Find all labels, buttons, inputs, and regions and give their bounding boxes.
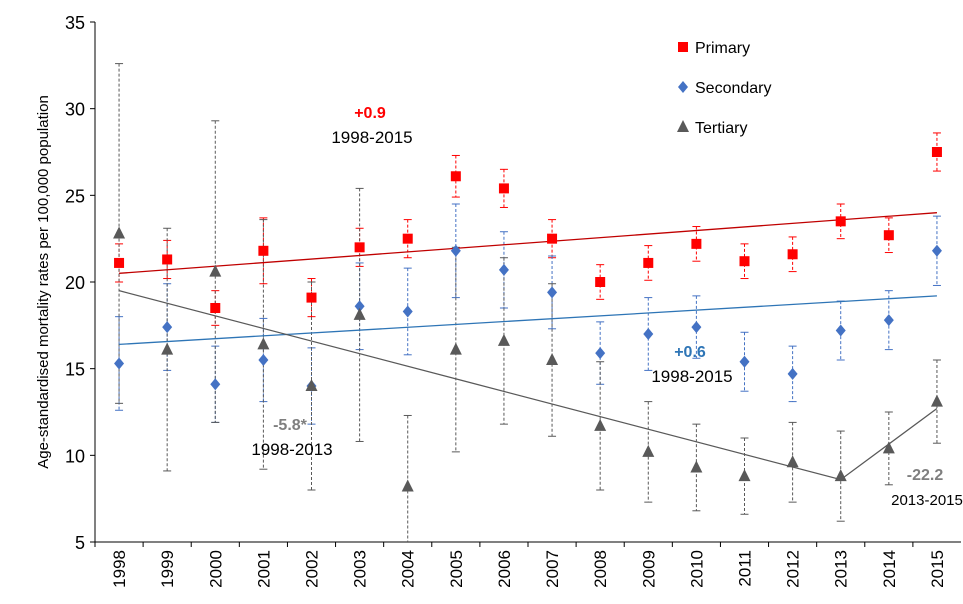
x-tick-label: 2011	[736, 550, 755, 587]
point	[305, 379, 318, 391]
point	[738, 469, 751, 482]
point	[258, 245, 269, 256]
annotation-period: 1998-2015	[331, 128, 412, 147]
point	[402, 305, 413, 318]
point	[162, 254, 173, 265]
point	[595, 347, 606, 360]
x-tick-label: 2013	[832, 550, 851, 588]
point	[882, 441, 895, 454]
point	[161, 342, 174, 355]
x-tick-label: 2009	[639, 550, 658, 588]
point	[547, 286, 558, 299]
x-tick-label: 2003	[351, 550, 370, 588]
point	[113, 226, 126, 239]
y-tick-label: 20	[65, 273, 85, 293]
point	[787, 249, 798, 260]
trend-line	[118, 290, 938, 481]
y-tick-label: 10	[65, 446, 85, 466]
x-tick-label: 1998	[110, 550, 129, 588]
x-tick-label: 2006	[495, 550, 514, 588]
point	[114, 357, 125, 370]
legend-marker	[677, 120, 689, 132]
point	[210, 303, 221, 313]
point	[401, 479, 414, 492]
x-tick-label: 2004	[399, 550, 418, 588]
point	[306, 292, 317, 303]
annotation-value: +0.6	[674, 344, 706, 361]
point	[353, 307, 366, 320]
point	[162, 321, 173, 334]
x-tick-label: 2012	[784, 550, 803, 588]
y-tick-label: 15	[65, 360, 85, 380]
x-tick-label: 2000	[206, 550, 225, 588]
point	[787, 367, 798, 380]
x-tick-label: 2008	[591, 550, 610, 588]
point	[450, 244, 461, 257]
point	[449, 342, 462, 355]
x-tick-label: 2015	[928, 550, 947, 588]
point	[594, 418, 607, 431]
annotation-value: -22.2	[907, 467, 944, 484]
point	[354, 300, 365, 313]
point	[498, 183, 509, 194]
trend-line	[119, 212, 937, 274]
legend-label: Secondary	[695, 80, 772, 97]
point	[835, 216, 846, 227]
point	[497, 333, 510, 346]
point	[257, 337, 270, 350]
legend-label: Tertiary	[695, 120, 747, 137]
y-axis-label: Age-standardised mortality rates per 100…	[35, 95, 52, 469]
x-tick-label: 2010	[687, 550, 706, 588]
point	[354, 242, 365, 253]
point	[739, 355, 750, 368]
x-tick-label: 2007	[543, 550, 562, 588]
annotation-period: 2013-2015	[891, 492, 963, 509]
point	[883, 230, 894, 241]
y-tick-label: 35	[65, 13, 85, 33]
legend-label: Primary	[695, 40, 750, 57]
y-tick-label: 30	[65, 100, 85, 120]
point	[114, 257, 125, 268]
point	[690, 460, 703, 473]
point	[786, 455, 799, 468]
point	[834, 469, 847, 482]
point	[498, 263, 509, 276]
point	[691, 238, 702, 249]
point	[402, 233, 413, 244]
legend-marker	[678, 81, 688, 93]
point	[595, 277, 606, 287]
legend-marker	[678, 42, 688, 52]
point	[739, 256, 750, 267]
annotation-period: 1998-2013	[251, 440, 332, 459]
point	[210, 378, 221, 391]
point	[547, 233, 558, 244]
point	[642, 444, 655, 457]
point	[450, 171, 461, 182]
x-tick-label: 2001	[254, 550, 273, 588]
point	[883, 314, 894, 327]
point	[835, 324, 846, 337]
point	[546, 353, 559, 365]
point	[931, 244, 942, 257]
point	[931, 147, 942, 157]
annotation-value: -5.8*	[273, 417, 308, 434]
annotation-period: 1998-2015	[651, 367, 732, 386]
x-tick-label: 1999	[158, 550, 177, 588]
x-tick-label: 2002	[303, 550, 322, 588]
trend-line	[119, 295, 937, 346]
point	[643, 328, 654, 340]
point	[209, 264, 222, 277]
y-tick-label: 5	[75, 533, 85, 553]
point	[691, 321, 702, 334]
x-tick-label: 2005	[447, 550, 466, 588]
point	[258, 354, 269, 366]
y-tick-label: 25	[65, 186, 85, 206]
annotation-value: +0.9	[354, 105, 386, 122]
x-tick-label: 2014	[880, 550, 899, 588]
point	[930, 394, 943, 407]
point	[643, 257, 654, 268]
